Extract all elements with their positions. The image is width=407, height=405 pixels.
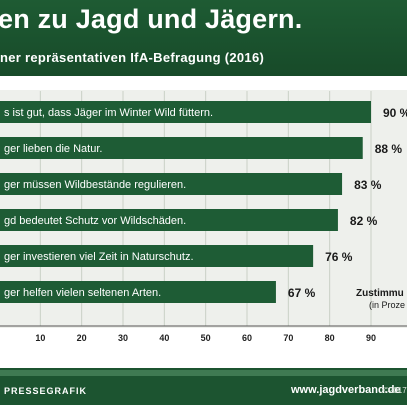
chart-subtitle: ner repräsentativen IfA-Befragung (2016) [0, 50, 265, 65]
x-tick-label: 30 [118, 333, 128, 343]
bar-category-label: ger investieren viel Zeit in Naturschutz… [4, 251, 194, 263]
bar-value-label: 83 % [354, 178, 382, 192]
x-tick-label: 90 [366, 333, 376, 343]
footer-label: PRESSEGRAFIK [4, 386, 88, 396]
bar [0, 209, 338, 231]
x-tick-label: 40 [159, 333, 169, 343]
note-line-1: Zustimmu [356, 288, 404, 299]
x-tick-label: 80 [325, 333, 335, 343]
footer-decoration [0, 370, 407, 376]
bar [0, 137, 363, 159]
note-line-2: (in Proze [369, 300, 405, 310]
bar [0, 281, 276, 303]
bar-value-label: 82 % [350, 214, 378, 228]
bar-category-label: gd bedeutet Schutz vor Wildschäden. [4, 215, 186, 227]
bar-value-label: 90 % [383, 106, 407, 120]
x-tick-label: 50 [201, 333, 211, 343]
header-banner [0, 0, 407, 76]
bar-value-label: 88 % [375, 142, 403, 156]
footer-link[interactable]: www.jagdverband.de [291, 384, 401, 396]
bar-category-label: s ist gut, dass Jäger im Winter Wild füt… [4, 107, 213, 119]
bar-value-label: 67 % [288, 286, 316, 300]
bar [0, 101, 371, 123]
x-tick-label: 10 [35, 333, 45, 343]
bar [0, 245, 314, 267]
bar-category-label: ger lieben die Natur. [4, 143, 102, 155]
bar-value-label: 76 % [325, 250, 353, 264]
x-tick-label: 70 [283, 333, 293, 343]
x-tick-label: 20 [77, 333, 87, 343]
bar [0, 173, 343, 195]
bar-category-label: ger helfen vielen seltenen Arten. [4, 287, 161, 299]
footer-copyright: ©2017 [383, 386, 407, 395]
bar-category-label: ger müssen Wildbestände regulieren. [4, 179, 186, 191]
chart-title: en zu Jagd und Jägern. [0, 4, 303, 34]
x-tick-label: 60 [242, 333, 252, 343]
